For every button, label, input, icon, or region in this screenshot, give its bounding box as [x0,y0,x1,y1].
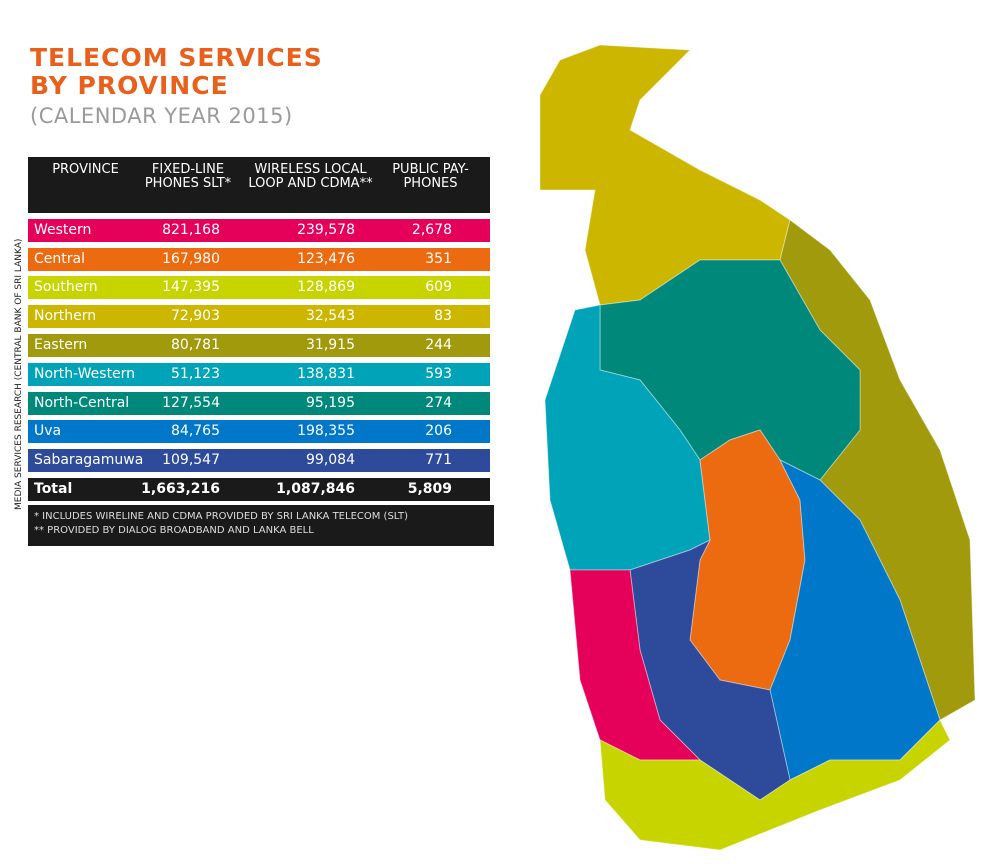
table-row: North-Central 127,554 95,195 274 [28,391,490,415]
table-cell: 593 [425,365,452,382]
header-cell: PUBLIC PAY-PHONES [392,162,469,191]
table-cell: 95,195 [306,394,355,411]
table-cell: 72,903 [171,308,220,325]
table-cell: Southern [34,279,98,296]
header-cell: WIRELESS LOCAL LOOP AND CDMA** [248,162,373,191]
table-cell: 83 [434,308,452,325]
table-cell: 2,678 [411,221,452,238]
table-body: Western 821,168 239,578 2,678 Central 167,980… [28,218,490,501]
table-row: Western 821,168 239,578 2,678 [28,218,490,242]
table-row: Total 1,663,216 1,087,846 5,809 [28,477,490,501]
table-cell: 138,831 [297,365,355,382]
subtitle: (CALENDAR YEAR 2015) [30,104,293,128]
table-cell: 609 [425,279,452,296]
table-cell: Total [34,480,73,497]
table-cell: Northern [34,308,97,325]
table: PROVINCE FIXED-LINE PHONES SLT* WIRELESS… [28,157,490,501]
table-cell: 1,663,216 [141,480,220,497]
title-line: BY PROVINCE [30,71,229,100]
header-cell: PROVINCE [52,162,119,177]
table-cell: Central [34,250,85,267]
footnotes: * INCLUDES WIRELINE AND CDMA PROVIDED BY… [28,505,494,546]
table-cell: 239,578 [297,221,355,238]
table-cell: 821,168 [162,221,220,238]
table-cell: 32,543 [306,308,355,325]
table-cell: 123,476 [297,250,355,267]
table-header: PROVINCE FIXED-LINE PHONES SLT* WIRELESS… [28,157,490,213]
table-row: Central 167,980 123,476 351 [28,247,490,271]
header-cell: FIXED-LINE PHONES SLT* [144,162,232,191]
table-cell: 1,087,846 [276,480,355,497]
table-cell: 80,781 [171,336,220,353]
table-cell: North-Central [34,394,130,411]
table-row: North-Western 51,123 138,831 593 [28,362,490,386]
table-cell: 244 [425,336,452,353]
table-cell: 147,395 [162,279,220,296]
table-cell: 84,765 [171,423,220,440]
table-row: Northern 72,903 32,543 83 [28,305,490,329]
table-cell: 206 [425,423,452,440]
table-cell: 51,123 [171,365,220,382]
table-cell: 351 [425,250,452,267]
table-row: Sabaragamuwa 109,547 99,084 771 [28,449,490,473]
source-note: MEDIA SERVICES RESEARCH (CENTRAL BANK OF… [14,238,24,510]
table-row: Southern 147,395 128,869 609 [28,276,490,300]
table-cell: 109,547 [162,452,220,469]
footnote: ** PROVIDED BY DIALOG BROADBAND AND LANK… [34,525,314,536]
footnote: * INCLUDES WIRELINE AND CDMA PROVIDED BY… [34,511,408,522]
table-cell: 771 [425,452,452,469]
table-cell: 127,554 [162,394,220,411]
table-cell: 128,869 [297,279,355,296]
title-line: TELECOM SERVICES [30,43,323,72]
table-cell: Eastern [34,336,88,353]
table-row: Uva 84,765 198,355 206 [28,420,490,444]
table-cell: 274 [425,394,452,411]
table-cell: Sabaragamuwa [34,452,144,469]
table-cell: 198,355 [297,423,355,440]
table-cell: 5,809 [407,480,452,497]
table-cell: Uva [34,423,62,440]
table-cell: 99,084 [306,452,355,469]
table-cell: Western [34,221,92,238]
title: TELECOM SERVICES BY PROVINCE [30,44,323,100]
southern-province [599,719,951,851]
table-cell: North-Western [34,365,136,382]
table-row: Eastern 80,781 31,915 244 [28,333,490,357]
table-cell: 31,915 [306,336,355,353]
table-cell: 167,980 [162,250,220,267]
